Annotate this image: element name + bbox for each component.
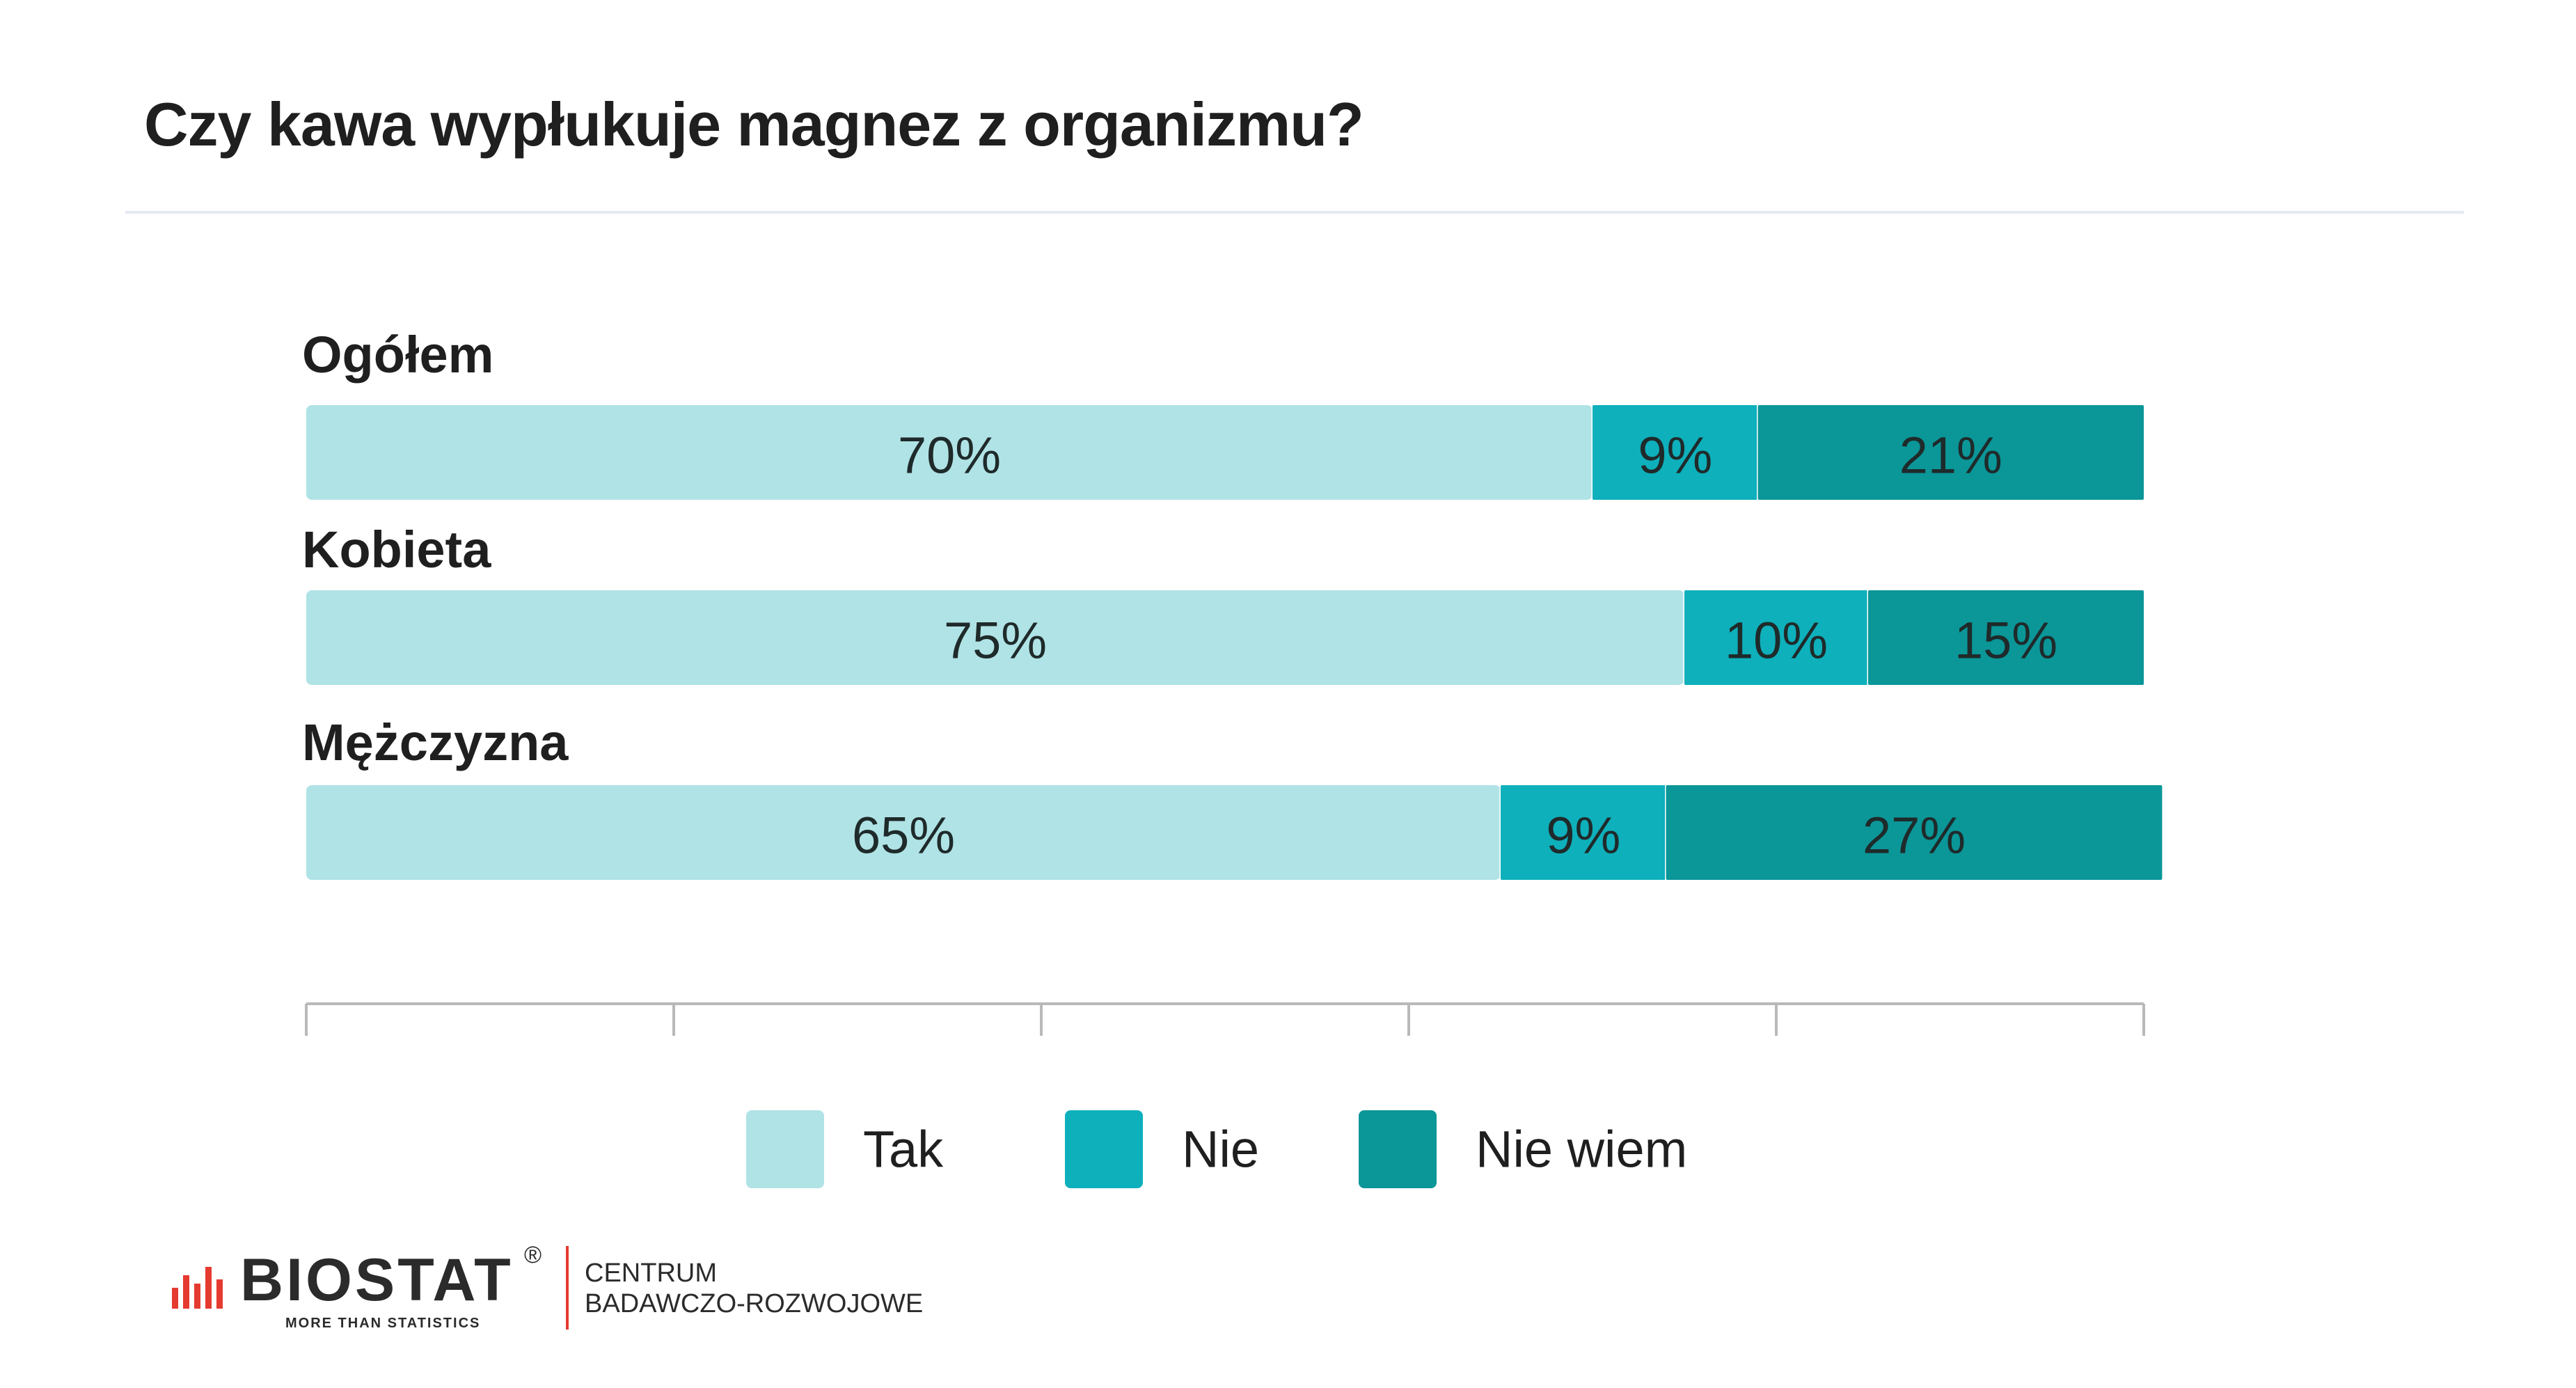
data-label: 65%	[852, 807, 955, 865]
bar-segment	[1593, 405, 1758, 500]
legend: Tak Nie Nie wiem	[746, 1110, 1687, 1188]
bar-segment	[1666, 785, 2163, 880]
bar-segment	[1757, 405, 2144, 500]
title-divider	[125, 211, 2464, 214]
bar-segment	[306, 590, 1684, 685]
category-label: Mężczyzna	[302, 713, 569, 771]
biostat-bars-icon	[172, 1267, 223, 1309]
logo-divider	[566, 1246, 569, 1330]
data-label: 21%	[1899, 427, 2002, 484]
logo-registered-mark: ®	[524, 1242, 542, 1268]
legend-swatch	[1359, 1110, 1437, 1188]
bar-segment	[1868, 590, 2144, 685]
legend-label: Nie	[1182, 1121, 1259, 1178]
data-label: 10%	[1725, 612, 1828, 670]
data-label: 9%	[1638, 427, 1712, 484]
logo-tagline: MORE THAN STATISTICS	[285, 1316, 481, 1331]
data-label: 70%	[898, 427, 1001, 484]
category-label: Kobieta	[302, 521, 491, 578]
chart-title: Czy kawa wypłukuje magnez z organizmu?	[144, 90, 1364, 159]
logo-center-line1: CENTRUM	[585, 1259, 717, 1288]
bar-segment	[306, 785, 1501, 880]
logo-center-line2: BADAWCZO-ROZWOJOWE	[585, 1289, 924, 1318]
legend-label: Nie wiem	[1476, 1121, 1687, 1178]
data-label: 75%	[944, 612, 1047, 670]
bar-segment	[1501, 785, 1666, 880]
x-axis	[305, 1002, 2145, 1036]
data-label: 27%	[1863, 807, 1966, 865]
bar-segment	[306, 405, 1593, 500]
bars-group: Ogółem 70% 9% 21% Kobieta 75% 10% 15% Mężczyzna 6…	[302, 326, 2163, 880]
logo-wordmark: BIOSTAT	[240, 1247, 514, 1314]
legend-swatch	[746, 1110, 824, 1188]
data-label: 15%	[1954, 612, 2057, 670]
data-label: 9%	[1546, 807, 1620, 865]
category-label: Ogółem	[302, 326, 493, 384]
legend-swatch	[1065, 1110, 1143, 1188]
legend-label: Tak	[863, 1121, 944, 1178]
bar-segment	[1684, 590, 1868, 685]
